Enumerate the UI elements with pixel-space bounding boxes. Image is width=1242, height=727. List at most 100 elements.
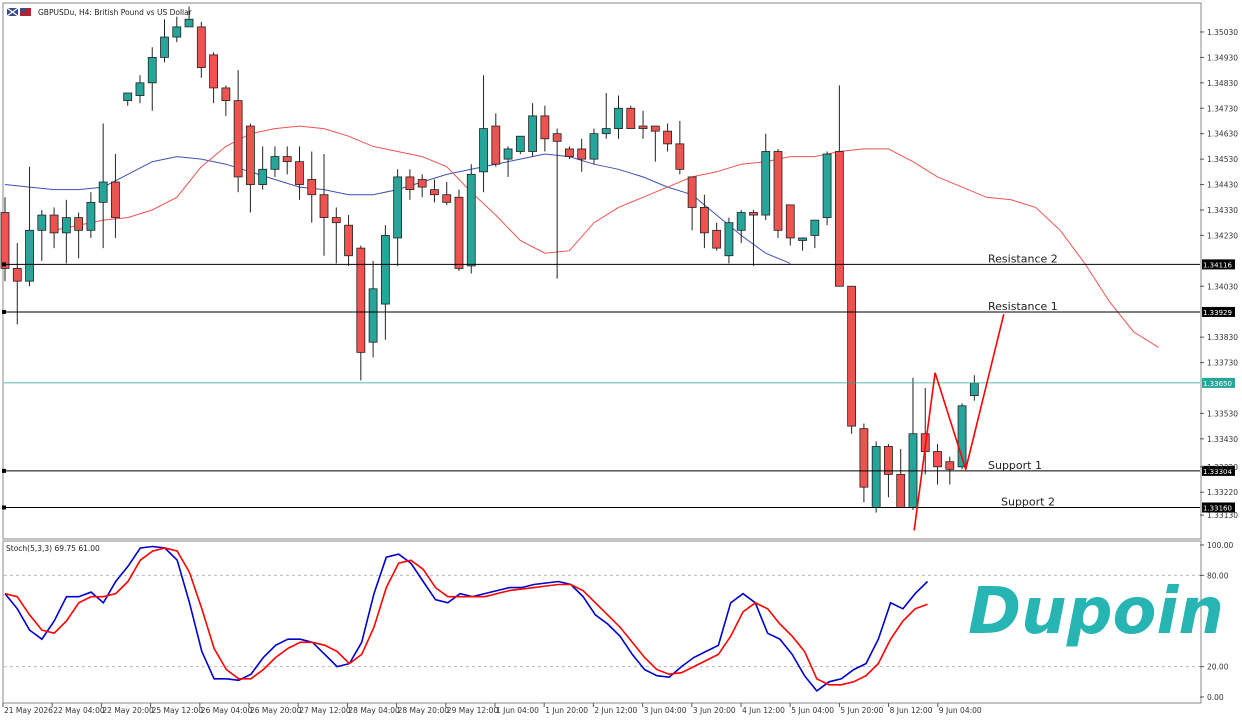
level-price-tag [1202, 502, 1235, 513]
time-tick-label: 3 Jun 20:00 [693, 706, 736, 715]
candle-body [196, 26, 206, 68]
candle-body [466, 173, 476, 267]
time-tick-label: 26 May 20:00 [250, 706, 302, 715]
candle-body [0, 212, 10, 269]
level-label: Support 2 [1001, 495, 1055, 508]
level-label: Resistance 2 [988, 252, 1058, 265]
candle-body [61, 217, 71, 234]
time-tick-label: 2 Jun 12:00 [594, 706, 637, 715]
candle-body [233, 100, 243, 178]
candle-body [368, 288, 378, 343]
candle-body [871, 446, 881, 508]
candle-body [491, 125, 501, 165]
candle-body [479, 128, 488, 173]
price-tick-label: 1.34730 [1207, 104, 1238, 113]
candle-body [430, 189, 439, 196]
price-tick-label: 1.34430 [1207, 181, 1238, 190]
candle-body [834, 151, 844, 287]
candle-body [528, 115, 538, 152]
level-anchor [2, 505, 6, 510]
candle-body [74, 217, 84, 231]
symbol-flag-icon [6, 7, 31, 17]
candle-body [969, 382, 979, 396]
time-tick-label: 21 May 2026 [4, 706, 53, 715]
candle-body [957, 405, 967, 468]
candle-body [503, 148, 513, 160]
candle-body [650, 125, 660, 132]
candle-body [798, 237, 807, 241]
candle-body [749, 212, 758, 216]
price-tick-label: 1.33220 [1207, 488, 1238, 497]
candle-body [111, 181, 120, 218]
candle-body [822, 153, 832, 218]
candle-body [859, 428, 869, 488]
stoch-tick-label: 80.00 [1207, 571, 1229, 580]
candle-body [884, 446, 893, 475]
candle-body [393, 176, 403, 239]
time-tick-label: 28 May 20:00 [398, 706, 450, 715]
candle-body [761, 151, 771, 216]
stoch-d-line [4, 547, 928, 686]
candle-body [785, 204, 795, 239]
candle-body [86, 201, 96, 231]
candle-body [319, 194, 329, 218]
time-tick-label: 5 Jun 04:00 [791, 706, 834, 715]
candle-body [810, 219, 820, 236]
time-tick-label: 1 Jun 20:00 [545, 706, 588, 715]
time-tick-label: 26 May 04:00 [201, 706, 253, 715]
candle-body [356, 247, 366, 353]
level-price-tag [1202, 259, 1235, 270]
candle-body [258, 168, 268, 185]
stoch-pane-frame [2, 540, 1202, 704]
candle-body [896, 474, 906, 508]
candle-body [37, 214, 47, 231]
candle-body [614, 107, 623, 129]
candle-body [933, 451, 942, 468]
candle-body [49, 214, 59, 234]
candle-body [405, 176, 415, 191]
candle-body [847, 285, 857, 427]
time-tick-label: 28 May 04:00 [348, 706, 400, 715]
stoch-tick-label: 20.00 [1207, 663, 1229, 672]
candle-body [98, 181, 108, 203]
candle-body [712, 229, 722, 249]
candle-body [270, 156, 280, 170]
level-anchor [2, 309, 6, 314]
candle-body [147, 57, 157, 84]
time-tick-label: 29 May 12:00 [447, 706, 499, 715]
price-tick-label: 1.34630 [1207, 130, 1238, 139]
stoch-label: Stoch(5,3,3) 69.75 61.00 [6, 544, 100, 553]
candle-body [331, 217, 341, 224]
time-tick-label: 4 Jun 12:00 [742, 706, 785, 715]
price-tick-label: 1.33320 [1207, 463, 1238, 472]
time-tick-label: 5 Jun 20:00 [840, 706, 883, 715]
candle-body [945, 461, 955, 470]
level-price-tag-text: 1.34116 [1203, 261, 1232, 269]
level-price-tag [1202, 306, 1235, 317]
price-tick-label: 1.34830 [1207, 79, 1238, 88]
candle-body [12, 268, 22, 282]
level-label: Support 1 [988, 459, 1042, 472]
candle-body [577, 148, 587, 160]
candle-body [25, 229, 34, 282]
zigzag-projection-line [913, 314, 1005, 531]
level-price-tag-text: 1.33304 [1203, 468, 1232, 476]
level-price-tag-text: 1.33160 [1203, 504, 1232, 512]
candle-body [638, 125, 648, 130]
time-tick-label: 27 May 12:00 [299, 706, 351, 715]
time-tick-label: 22 May 04:00 [53, 706, 105, 715]
candle-body [442, 194, 452, 203]
candle-body [380, 234, 390, 305]
candle-body [699, 207, 709, 234]
price-tick-label: 1.35030 [1207, 28, 1238, 37]
candle-body [736, 212, 746, 231]
time-tick-label: 25 May 12:00 [152, 706, 204, 715]
candle-body [454, 196, 464, 269]
candle-body [295, 161, 304, 185]
broker-logo: Dupoin [968, 575, 1224, 649]
candle-body [773, 151, 783, 231]
price-tick-label: 1.33830 [1207, 333, 1238, 342]
candle-body [282, 156, 292, 163]
candle-body [540, 115, 550, 140]
